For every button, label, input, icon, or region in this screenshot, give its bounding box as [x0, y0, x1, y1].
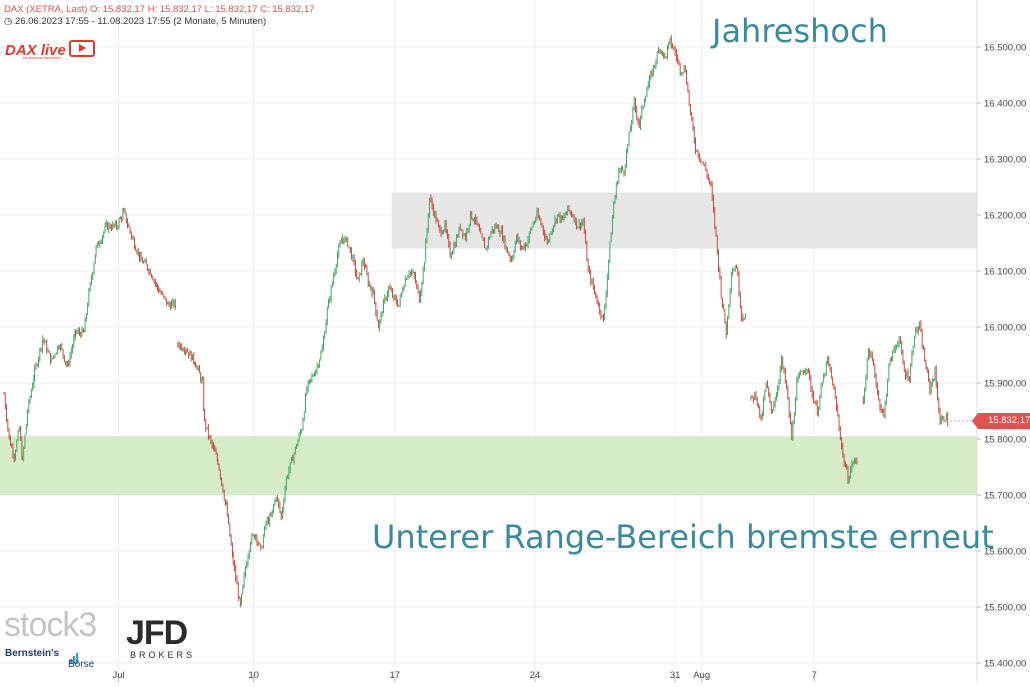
last-price-badge: 15.832,17 — [971, 412, 1030, 429]
jfd-brokers-text: BROKERS — [130, 650, 196, 660]
dax-live-text: DAX live — [5, 42, 66, 59]
y-tick-label: 15.400,00 — [984, 659, 1026, 670]
x-tick-label: Jul — [112, 670, 124, 681]
x-tick-label: 7 — [812, 670, 817, 681]
x-tick-label: 10 — [248, 670, 259, 681]
gridlines — [0, 0, 977, 682]
dax-live-subtitle: by Andreas Bernstein — [23, 55, 62, 60]
x-tick-label: 17 — [389, 670, 400, 681]
y-tick-label: 15.800,00 — [984, 435, 1026, 446]
bernsteins-logo: Bernstein's — [5, 648, 60, 659]
y-tick-label: 16.200,00 — [984, 211, 1026, 222]
y-tick-label: 15.900,00 — [984, 379, 1026, 390]
jfd-logo: JFD — [126, 614, 188, 652]
resistance-zone — [391, 192, 977, 249]
y-tick-label: 16.000,00 — [984, 323, 1026, 334]
y-tick-label: 16.300,00 — [984, 155, 1026, 166]
chart-header-ohlc: DAX (XETRA, Last) O: 15.832,17 H: 15.832… — [4, 4, 315, 15]
y-tick-label: 15.500,00 — [984, 603, 1026, 614]
bar-chart-icon — [70, 646, 79, 664]
stock3-logo: stock3 — [4, 606, 97, 644]
y-tick-label: 16.400,00 — [984, 99, 1026, 110]
y-tick-label: 16.100,00 — [984, 267, 1026, 278]
chart-header-range: ◷ 26.06.2023 17:55 - 11.08.2023 17:55 (2… — [4, 16, 266, 27]
y-tick-label: 16.500,00 — [984, 43, 1026, 54]
y-tick-label: 15.600,00 — [984, 547, 1026, 558]
clock-icon: ◷ — [4, 16, 15, 27]
dax-live-logo: DAX live — [5, 38, 95, 59]
annotation-range: Unterer Range-Bereich bremste erneut — [372, 518, 994, 556]
range-text: 26.06.2023 17:55 - 11.08.2023 17:55 (2 M… — [14, 16, 267, 27]
annotation-jahreshoch: Jahreshoch — [712, 12, 888, 50]
play-icon — [68, 40, 95, 57]
y-tick-label: 15.700,00 — [984, 491, 1026, 502]
support-zone — [0, 436, 977, 495]
x-tick-label: 24 — [530, 670, 541, 681]
candles — [3, 35, 977, 608]
x-axis: Jul 10 17 24 31 Aug 7 — [112, 670, 817, 682]
x-tick-label: Aug — [693, 670, 710, 681]
x-tick-label: 31 — [670, 670, 681, 681]
y-axis: 15.400,00 15.500,00 15.600,00 15.700,00 15.8… — [977, 43, 1026, 670]
boerse-text: Börse — [68, 659, 95, 670]
